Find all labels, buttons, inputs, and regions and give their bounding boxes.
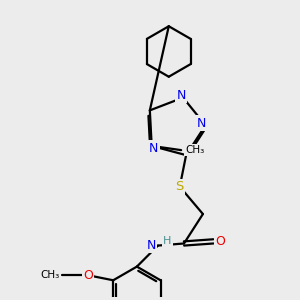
- Text: N: N: [146, 239, 156, 252]
- Text: CH₃: CH₃: [40, 270, 60, 280]
- Text: N: N: [196, 117, 206, 130]
- Text: O: O: [215, 235, 225, 248]
- Text: H: H: [163, 236, 171, 245]
- Text: N: N: [149, 142, 158, 154]
- Text: N: N: [176, 89, 186, 102]
- Text: CH₃: CH₃: [185, 145, 205, 155]
- Text: O: O: [83, 269, 93, 282]
- Text: S: S: [176, 180, 184, 193]
